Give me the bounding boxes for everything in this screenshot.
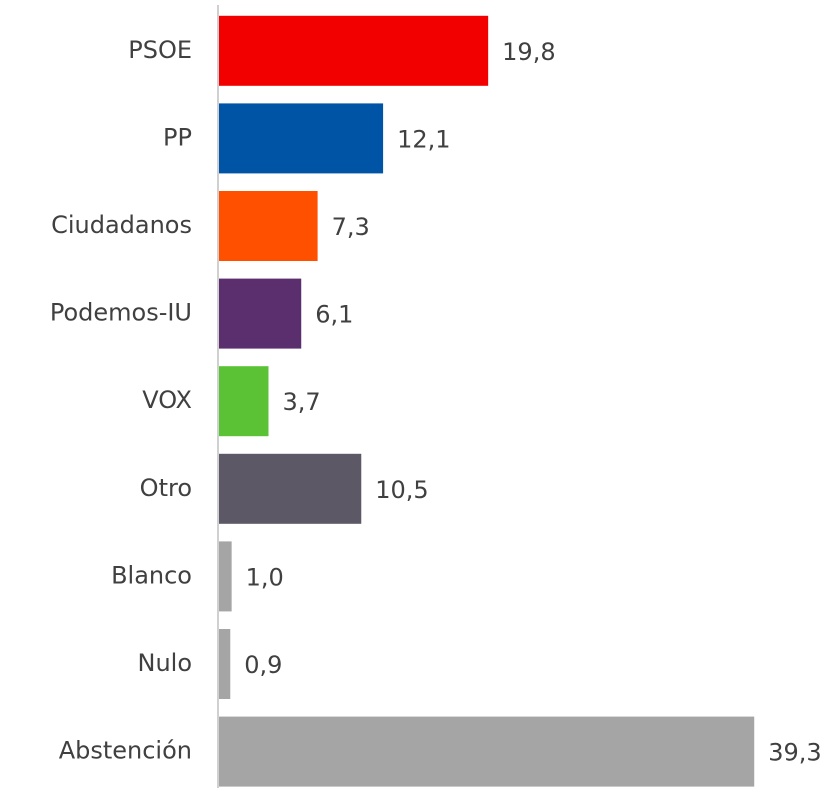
y-tick-label: PSOE	[128, 36, 192, 64]
bar	[218, 453, 362, 524]
y-tick-label: PP	[163, 123, 192, 151]
data-label: 7,3	[332, 213, 370, 241]
y-tick-label: Abstención	[59, 737, 192, 765]
y-tick-label: Nulo	[137, 649, 192, 677]
data-label: 6,1	[315, 301, 353, 329]
data-label: 1,0	[246, 563, 284, 591]
y-tick-label: Blanco	[111, 561, 192, 589]
bar	[218, 15, 489, 86]
y-tick-label: Ciudadanos	[51, 211, 192, 239]
data-label: 10,5	[375, 476, 428, 504]
y-tick-label: Podemos-IU	[50, 299, 192, 327]
bar	[218, 716, 755, 787]
bar	[218, 103, 384, 174]
bar	[218, 278, 302, 349]
bar	[218, 541, 232, 612]
data-label: 19,8	[502, 38, 555, 66]
y-tick-label: Otro	[140, 474, 192, 502]
data-label: 39,3	[768, 739, 821, 767]
y-tick-label: VOX	[142, 386, 192, 414]
data-label: 0,9	[244, 651, 282, 679]
bar	[218, 629, 231, 699]
data-label: 12,1	[397, 125, 450, 153]
bar	[218, 366, 269, 437]
data-label: 3,7	[282, 388, 320, 416]
bar	[218, 191, 318, 261]
